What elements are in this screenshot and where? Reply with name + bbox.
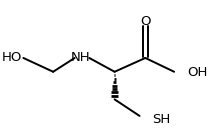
Text: HO: HO [2,51,22,64]
Text: O: O [140,15,151,28]
Text: OH: OH [188,66,208,79]
Text: NH: NH [71,51,91,64]
Text: SH: SH [152,113,170,126]
